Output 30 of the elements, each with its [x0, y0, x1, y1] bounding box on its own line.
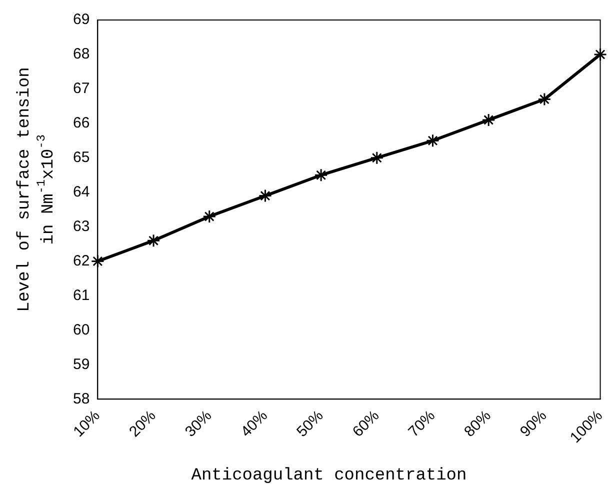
y-tick-label: 63 [72, 218, 90, 235]
point [370, 151, 384, 165]
y-tick-label: 68 [72, 46, 90, 63]
x-axis-title: Anticoagulant concentration [191, 466, 467, 486]
point [314, 168, 328, 182]
point [90, 254, 104, 268]
x-tick-label: 30% [182, 407, 216, 440]
y-tick-label: 69 [72, 11, 90, 28]
y-tick-label: 62 [72, 252, 90, 270]
y-tick-label: 67 [72, 80, 90, 98]
y-tick-label: 66 [72, 114, 90, 132]
x-tick-label: 90% [516, 407, 550, 440]
point [146, 234, 160, 248]
point [594, 48, 608, 62]
point [426, 134, 440, 148]
y-tick-label: 58 [72, 390, 90, 408]
point [202, 210, 216, 224]
x-tick-label: 80% [461, 407, 494, 440]
y-tick-label: 59 [72, 356, 90, 373]
y-tick-label: 65 [72, 149, 90, 166]
y-tick-label: 60 [72, 321, 90, 338]
y-tick-label: 61 [72, 286, 90, 304]
x-tick-label: 40% [238, 407, 271, 440]
point [482, 113, 496, 127]
point [258, 189, 272, 203]
x-tick-label: 70% [405, 407, 438, 440]
x-tick-label: 60% [349, 407, 383, 440]
x-tick-label: 50% [294, 407, 327, 440]
y-tick-label: 64 [72, 183, 90, 200]
point [538, 92, 552, 106]
